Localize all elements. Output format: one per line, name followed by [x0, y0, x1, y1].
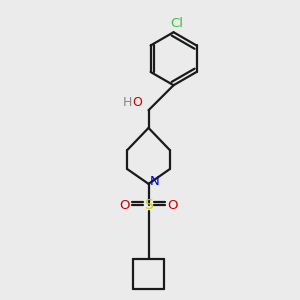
- Text: Cl: Cl: [170, 17, 183, 31]
- Text: N: N: [150, 175, 160, 188]
- Text: O: O: [120, 199, 130, 212]
- Text: S: S: [144, 198, 153, 212]
- Text: O: O: [133, 95, 142, 109]
- Text: O: O: [167, 199, 177, 212]
- Text: H: H: [122, 95, 132, 109]
